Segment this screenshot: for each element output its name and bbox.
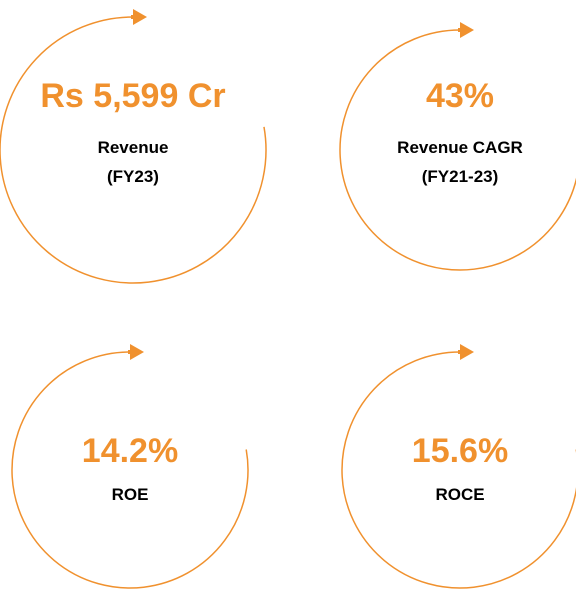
metric-label: (FY23) — [107, 167, 159, 186]
arrow-head — [460, 344, 474, 360]
arrow-head — [133, 9, 147, 25]
ring-arc — [0, 16, 267, 284]
ring-arc — [341, 351, 576, 589]
metric-value: 14.2% — [82, 432, 178, 470]
metric-label: ROCE — [435, 485, 484, 504]
metric-value: 43% — [426, 77, 494, 115]
metric-label: Revenue CAGR — [397, 138, 523, 157]
metric-value: 15.6% — [412, 432, 508, 470]
arrow-head — [460, 22, 474, 38]
arrow-head — [130, 344, 144, 360]
ring-arc — [11, 351, 249, 589]
metric-label: ROE — [112, 485, 149, 504]
metric-label: (FY21-23) — [422, 167, 499, 186]
metric-label: Revenue — [98, 138, 169, 157]
ring-arc — [339, 29, 576, 271]
metric-value: Rs 5,599 Cr — [40, 77, 225, 115]
